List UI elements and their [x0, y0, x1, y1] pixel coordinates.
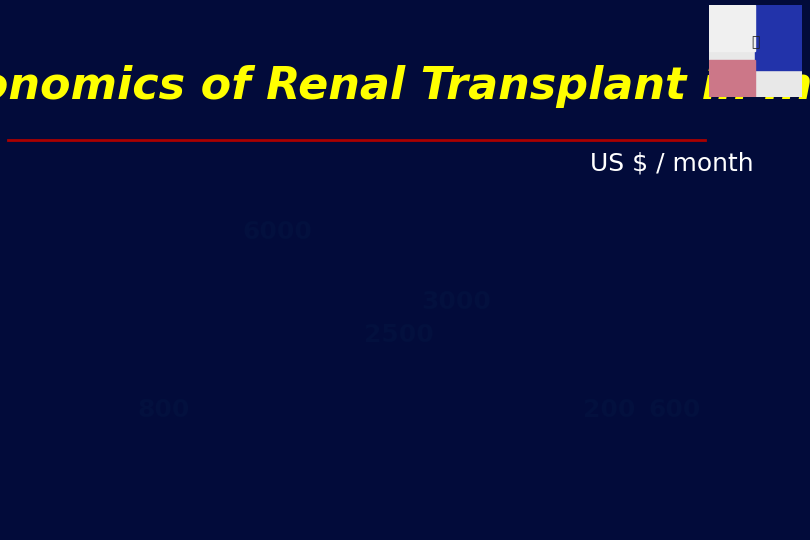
Bar — [709, 5, 755, 51]
Text: 200: 200 — [583, 399, 636, 422]
Text: 3000: 3000 — [421, 291, 491, 314]
Bar — [709, 60, 755, 97]
Text: US $ / month: US $ / month — [590, 151, 753, 175]
Text: Economics of Renal Transplant in India: Economics of Renal Transplant in India — [0, 65, 810, 108]
Text: 2500: 2500 — [364, 323, 434, 347]
Bar — [755, 5, 802, 70]
Text: 𓂀: 𓂀 — [751, 35, 760, 49]
Text: 6000: 6000 — [243, 220, 313, 244]
Text: 600: 600 — [648, 399, 701, 422]
Text: 800: 800 — [138, 399, 190, 422]
